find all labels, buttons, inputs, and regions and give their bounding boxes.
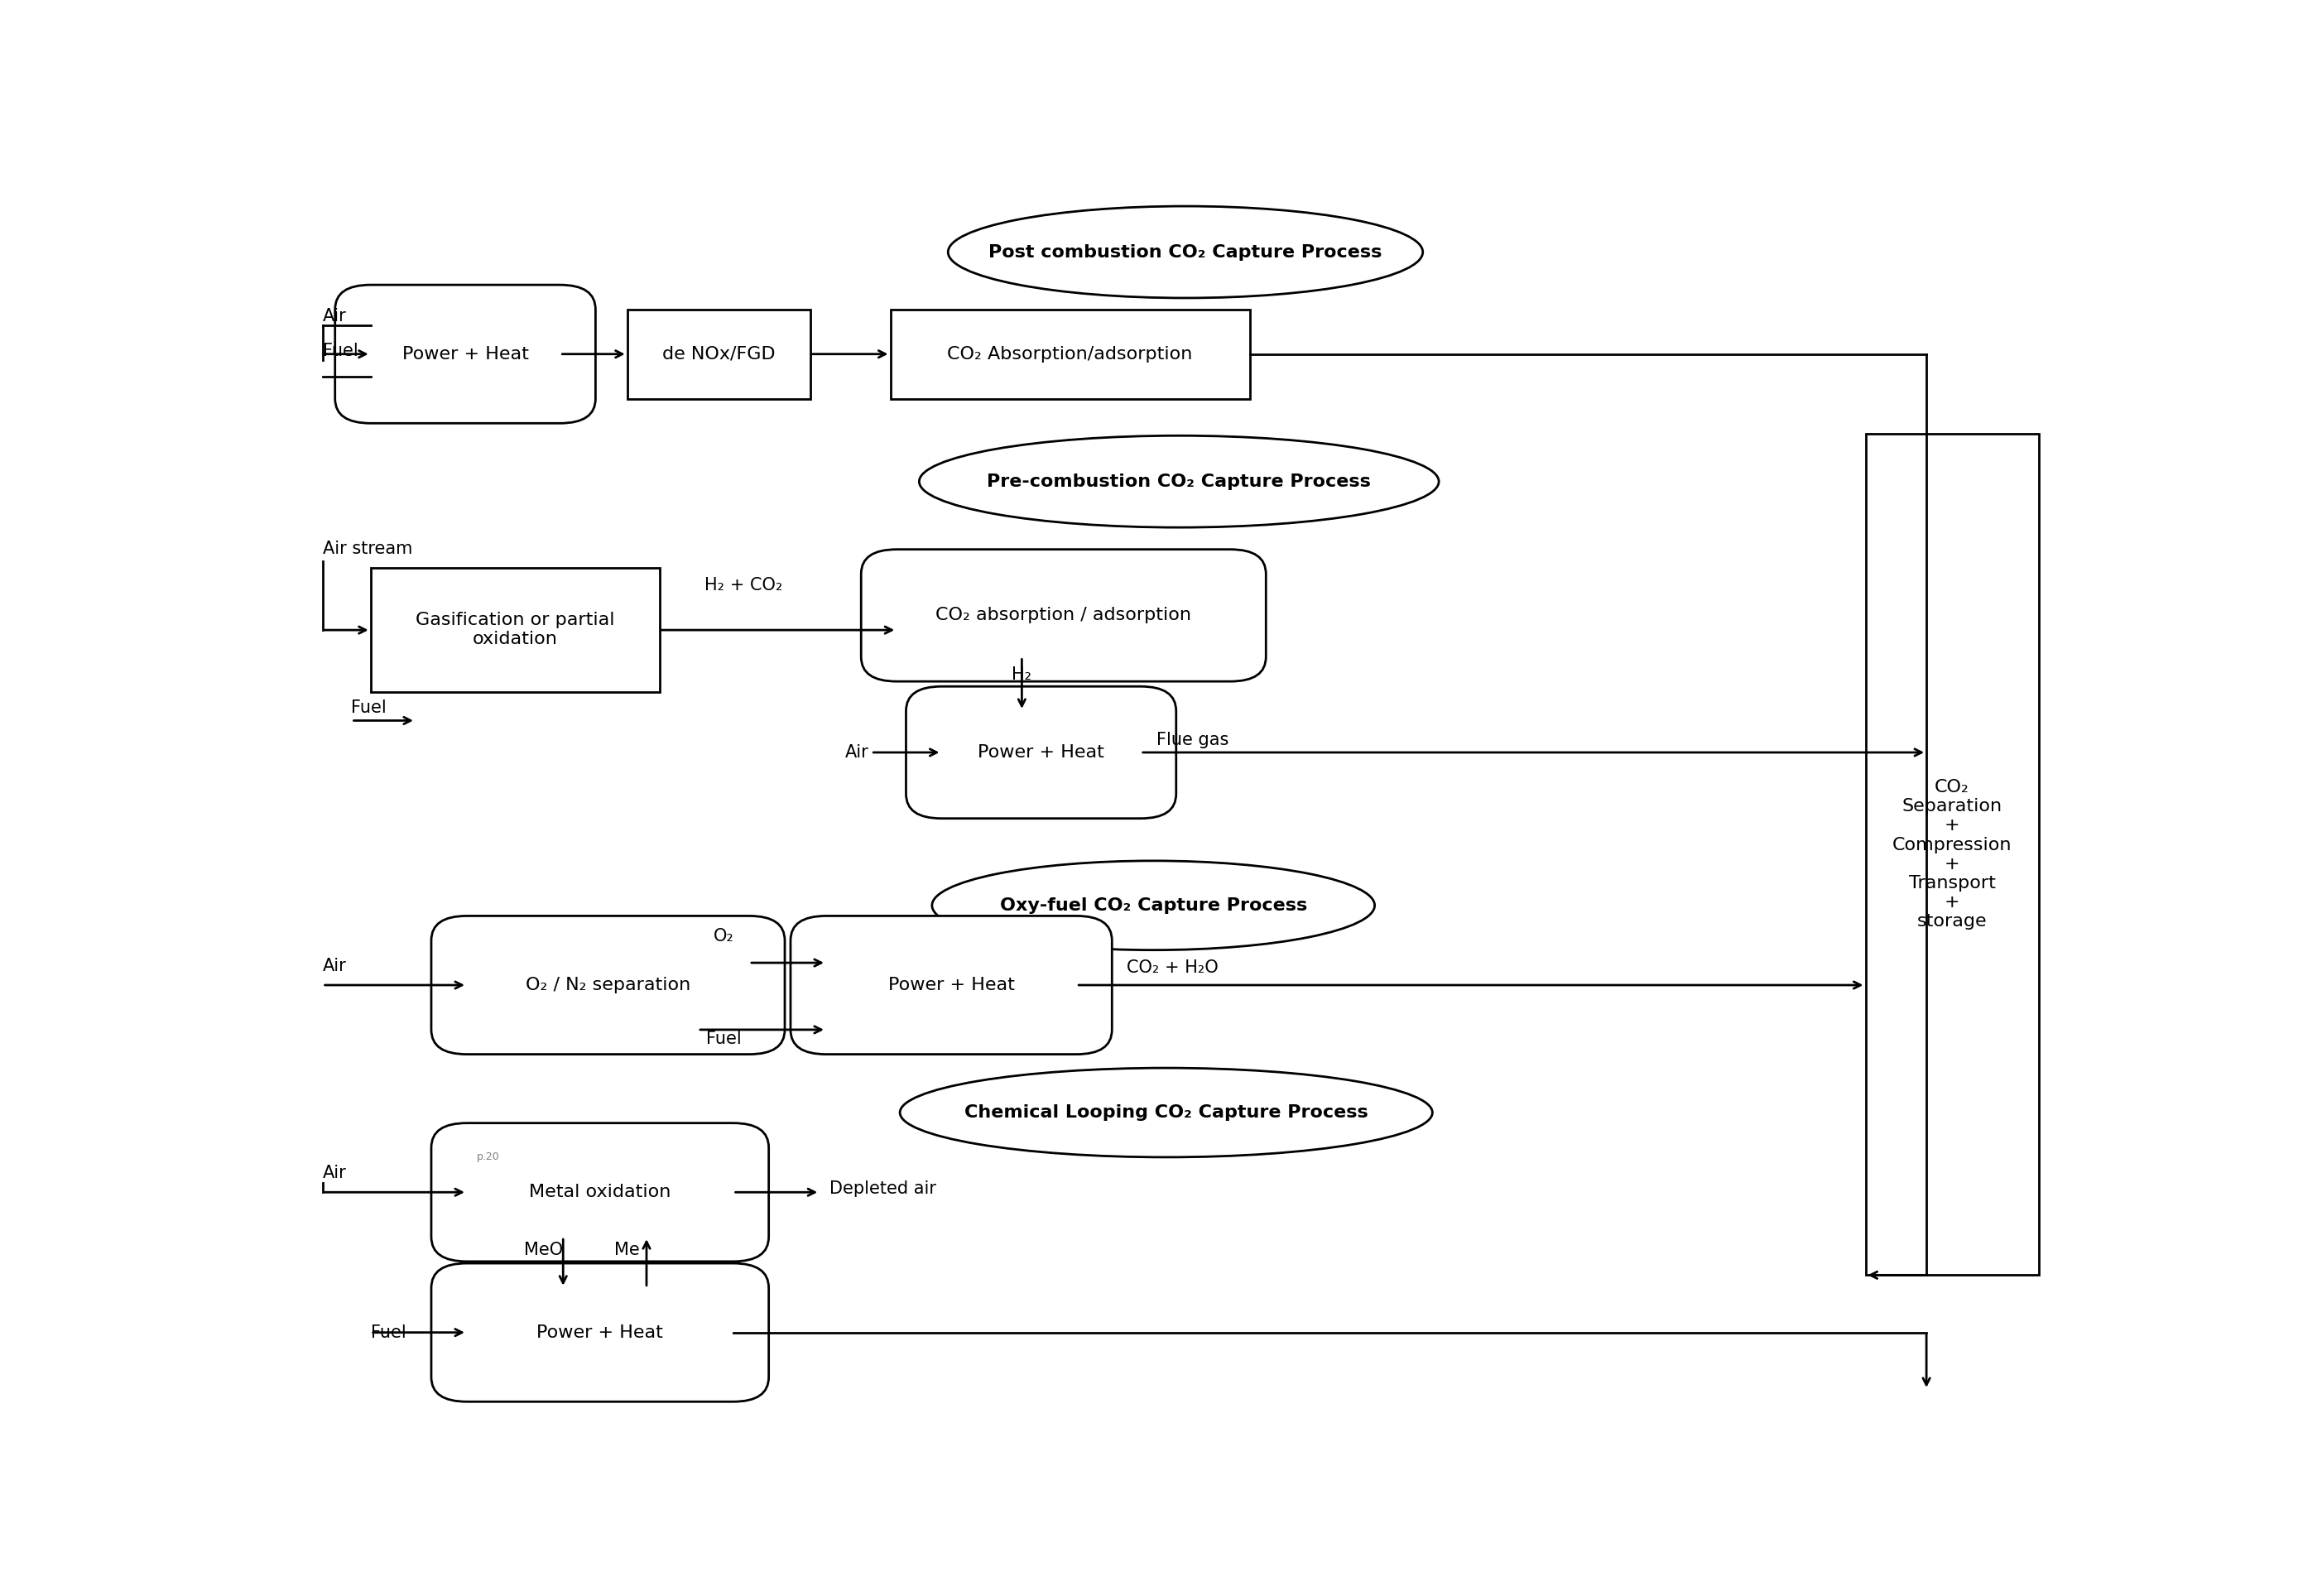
FancyBboxPatch shape — [432, 1264, 770, 1401]
Ellipse shape — [919, 436, 1439, 527]
Ellipse shape — [901, 1068, 1432, 1157]
Text: Pre-combustion CO₂ Capture Process: Pre-combustion CO₂ Capture Process — [988, 474, 1372, 490]
Text: Fuel: Fuel — [370, 1325, 407, 1341]
FancyBboxPatch shape — [1866, 434, 2038, 1275]
Text: O₂: O₂ — [712, 927, 733, 945]
Text: O₂ / N₂ separation: O₂ / N₂ separation — [526, 977, 689, 993]
Text: Fuel: Fuel — [705, 1031, 742, 1047]
Text: Air stream: Air stream — [322, 539, 411, 557]
Text: Air: Air — [322, 308, 347, 324]
Text: Me: Me — [614, 1242, 641, 1258]
Text: Air: Air — [322, 958, 347, 974]
Text: Power + Heat: Power + Heat — [402, 346, 529, 362]
Text: CO₂
Separation
+
Compression
+
Transport
+
storage: CO₂ Separation + Compression + Transport… — [1891, 779, 2011, 930]
Text: Depleted air: Depleted air — [830, 1181, 935, 1197]
Text: Post combustion CO₂ Capture Process: Post combustion CO₂ Capture Process — [988, 244, 1381, 260]
Text: Air: Air — [846, 744, 869, 761]
FancyBboxPatch shape — [432, 1124, 770, 1261]
Ellipse shape — [949, 206, 1422, 298]
Text: Power + Heat: Power + Heat — [977, 744, 1105, 761]
FancyBboxPatch shape — [370, 568, 660, 693]
Text: de NOx/FGD: de NOx/FGD — [662, 346, 774, 362]
Text: Oxy-fuel CO₂ Capture Process: Oxy-fuel CO₂ Capture Process — [1000, 897, 1308, 913]
Text: Fuel: Fuel — [352, 699, 386, 717]
Text: MeO: MeO — [524, 1242, 563, 1258]
Text: Flue gas: Flue gas — [1156, 731, 1229, 749]
FancyBboxPatch shape — [432, 916, 786, 1055]
FancyBboxPatch shape — [627, 310, 811, 399]
Text: CO₂ absorption / adsorption: CO₂ absorption / adsorption — [935, 606, 1190, 624]
FancyBboxPatch shape — [889, 310, 1250, 399]
Text: H₂: H₂ — [1011, 667, 1032, 683]
Text: Metal oxidation: Metal oxidation — [529, 1184, 671, 1200]
Text: Power + Heat: Power + Heat — [538, 1325, 664, 1341]
Text: Chemical Looping CO₂ Capture Process: Chemical Looping CO₂ Capture Process — [965, 1104, 1367, 1120]
Text: Gasification or partial
oxidation: Gasification or partial oxidation — [416, 611, 614, 648]
FancyBboxPatch shape — [862, 549, 1266, 681]
Text: Fuel: Fuel — [322, 343, 358, 359]
Text: H₂ + CO₂: H₂ + CO₂ — [703, 578, 781, 594]
FancyBboxPatch shape — [905, 686, 1177, 819]
FancyBboxPatch shape — [336, 284, 595, 423]
FancyBboxPatch shape — [791, 916, 1112, 1055]
Ellipse shape — [933, 860, 1374, 950]
Text: CO₂ + H₂O: CO₂ + H₂O — [1126, 959, 1218, 977]
Text: CO₂ Absorption/adsorption: CO₂ Absorption/adsorption — [947, 346, 1193, 362]
Text: Power + Heat: Power + Heat — [887, 977, 1013, 993]
Text: Air: Air — [322, 1165, 347, 1181]
Text: p.20: p.20 — [476, 1152, 499, 1162]
